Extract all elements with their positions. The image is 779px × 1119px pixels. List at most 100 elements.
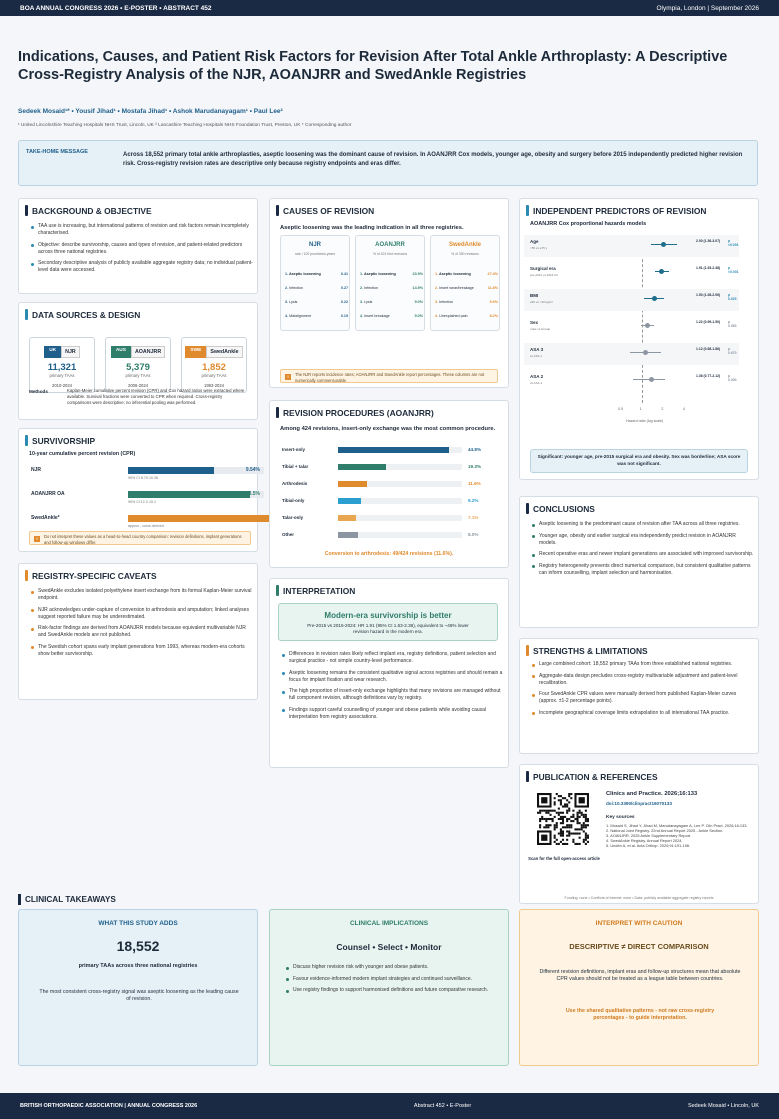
predictors-note: Significant: younger age, pre-2015 surgi…	[530, 449, 748, 473]
cause-name: Infection	[289, 286, 304, 290]
cause-name: Unexplained pain	[439, 314, 468, 318]
list-item: Secondary descriptive analysis of public…	[31, 260, 253, 274]
methods-label: Methods	[29, 389, 48, 394]
procedure-value: 19.3%	[468, 464, 482, 469]
p-value: p <0.001	[728, 239, 739, 247]
conclusions-list: Aseptic loosening is the predominant cau…	[532, 521, 754, 581]
registry-box: AUS AOANJRR 5,379 primary TAAs 2006-2024	[105, 337, 171, 393]
warning-icon: !	[34, 536, 40, 542]
cause-name: Aseptic loosening	[363, 272, 396, 276]
funding-line: Funding: none • Conflicts of interest: n…	[564, 896, 714, 900]
hazard-ratio: 1.12 (0.68-1.86)	[696, 347, 721, 351]
list-item: SwedAnkle excludes isolated polyethylene…	[31, 588, 253, 602]
qr-code-icon[interactable]	[537, 793, 589, 845]
conclusions-heading: CONCLUSIONS	[526, 503, 595, 514]
footer-org: BRITISH ORTHOPAEDIC ASSOCIATION | ANNUAL…	[20, 1103, 198, 1109]
list-item: Incomplete geographical coverage limits …	[532, 710, 754, 717]
list-item: Large combined cohort: 18,552 primary TA…	[532, 661, 754, 668]
hazard-point	[645, 323, 651, 328]
adds-text: The most consistent cross-registry signa…	[39, 989, 239, 1003]
registry-count-label: primary TAAs	[49, 373, 75, 378]
registry-count: 1,852	[202, 362, 226, 373]
survivorship-label: SwedAnkle*	[31, 515, 60, 521]
caution-heading: INTERPRET WITH CAUTION	[595, 920, 683, 927]
procedure-row: Insert-only 44.8%	[282, 447, 492, 454]
cause-item: 1. Aseptic loosening 0.41	[285, 272, 348, 276]
cause-rank: 3.	[435, 300, 440, 304]
list-item: Use registry findings to support harmoni…	[286, 987, 496, 994]
cause-label: 4. Unexplained pain	[435, 314, 468, 318]
cause-metric: % of 424 first revisions	[372, 252, 408, 256]
cause-label: 3. Lysis	[360, 300, 372, 304]
list-item: Findings support careful counselling of …	[282, 707, 504, 721]
cause-rank: 4.	[435, 314, 440, 318]
procedure-track	[338, 498, 462, 504]
caveats-heading: REGISTRY-SPECIFIC CAVEATS	[25, 570, 157, 581]
procedure-label: Talar-only	[282, 515, 304, 520]
survivorship-track: 9.54%	[128, 467, 264, 474]
survivorship-value: 13.5%	[245, 491, 260, 497]
p-value: p 0.023	[728, 293, 737, 301]
cause-rank: 2.	[285, 286, 290, 290]
registry-country: UK	[44, 346, 62, 358]
procedure-value: 8.0%	[468, 532, 479, 537]
cause-item: 3. Infection 9.6%	[435, 300, 498, 304]
survivorship-note: ! Do not interpret these values as a hea…	[29, 531, 251, 545]
cause-name: Aseptic loosening	[438, 272, 471, 276]
procedure-bar	[338, 515, 356, 521]
cause-column: AOANJRR % of 424 first revisions 1. Asepti…	[355, 235, 425, 331]
hazard-point	[659, 269, 665, 274]
cause-item: 4. Malalignment 0.19	[285, 314, 348, 318]
survivorship-label: AOANJRR OA	[31, 491, 65, 497]
venue-label: Olympia, London | September 2026	[656, 4, 759, 12]
list-item: Aseptic loosening is the predominant cau…	[532, 521, 754, 528]
predictors-subtitle: AOANJRR Cox proportional hazards models	[530, 221, 647, 227]
cause-column: NJR rate / 100 prosthesis-years 1. Aseptic…	[280, 235, 350, 331]
cause-item: 2. Infection 0.27	[285, 286, 348, 290]
cause-item: 4. Insert breakage 9.0%	[360, 314, 423, 318]
cause-value: 14.9%	[412, 286, 423, 290]
interpretation-heading: INTERPRETATION	[276, 585, 355, 596]
list-item: Four SwedAnkle CPR values were manually …	[532, 691, 754, 705]
interpretation-card: INTERPRETATION Modern-era survivorship i…	[269, 578, 509, 768]
procedure-value: 44.8%	[468, 447, 482, 452]
cause-name: Aseptic loosening	[288, 272, 321, 276]
predictor-comparison: pre-2015 vs 2015-24	[530, 273, 558, 277]
procedures-heading: REVISION PROCEDURES (AOANJRR)	[276, 407, 434, 418]
doi-link[interactable]: doi:10.3390/clinpract16070133	[606, 801, 672, 806]
warning-icon: !	[285, 374, 291, 380]
strengths-list: Large combined cohort: 18,552 primary TA…	[532, 661, 754, 721]
survivorship-value: 9.54%	[245, 467, 260, 473]
survivorship-subtitle: 10-year cumulative percent revision (CPR…	[29, 451, 136, 457]
p-value: p <0.001	[728, 266, 739, 274]
cause-name: Insert breakage	[364, 314, 390, 318]
registry-count: 5,379	[126, 362, 150, 373]
modern-era-box: Modern-era survivorship is better Pre-20…	[278, 603, 498, 641]
axis-tick: 2	[661, 407, 664, 411]
procedure-row: Talar-only 7.1%	[282, 515, 492, 522]
predictor-row: Age <55 vs ≥75 y 2.00 (1.36-3.07) p <0.001	[524, 235, 739, 257]
procedure-track	[338, 515, 462, 521]
cause-label: 1. Aseptic loosening	[360, 272, 396, 276]
background-card: BACKGROUND & OBJECTIVE TAA use is increa…	[18, 198, 258, 294]
procedure-bar	[338, 464, 386, 470]
predictor-name: ASA 3	[530, 347, 544, 352]
survivorship-track	[128, 515, 271, 522]
axis-tick: 0.5	[618, 407, 623, 411]
list-item: NJR acknowledges under-capture of conver…	[31, 607, 253, 621]
implications-big: Counsel • Select • Monitor	[336, 942, 442, 952]
predictor-row: ASA 2 vs ASA 1 1.36 (0.77-2.12) p 0.300	[524, 370, 739, 392]
qr-caption: Scan for the full open-access article	[528, 856, 600, 861]
procedure-label: Other	[282, 532, 295, 537]
registry-tag: UK NJR	[44, 346, 80, 358]
cause-item: 2. Infection 14.9%	[360, 286, 423, 290]
cause-value: 27.4%	[487, 272, 498, 276]
takehome-box: TAKE-HOME MESSAGE Across 18,552 primary …	[18, 140, 758, 186]
cause-value: 8.2%	[489, 314, 498, 318]
list-item: Younger age, obesity and earlier surgica…	[532, 533, 754, 547]
methods-text: Kaplan-Meier cumulative percent revision…	[67, 388, 245, 405]
causes-note: ! The NJR reports incidence rates; AOANJ…	[280, 369, 498, 383]
predictor-comparison: vs ASA 1	[530, 354, 543, 358]
registry-count-label: primary TAAs	[125, 373, 151, 378]
adds-heading: WHAT THIS STUDY ADDS	[98, 920, 178, 927]
